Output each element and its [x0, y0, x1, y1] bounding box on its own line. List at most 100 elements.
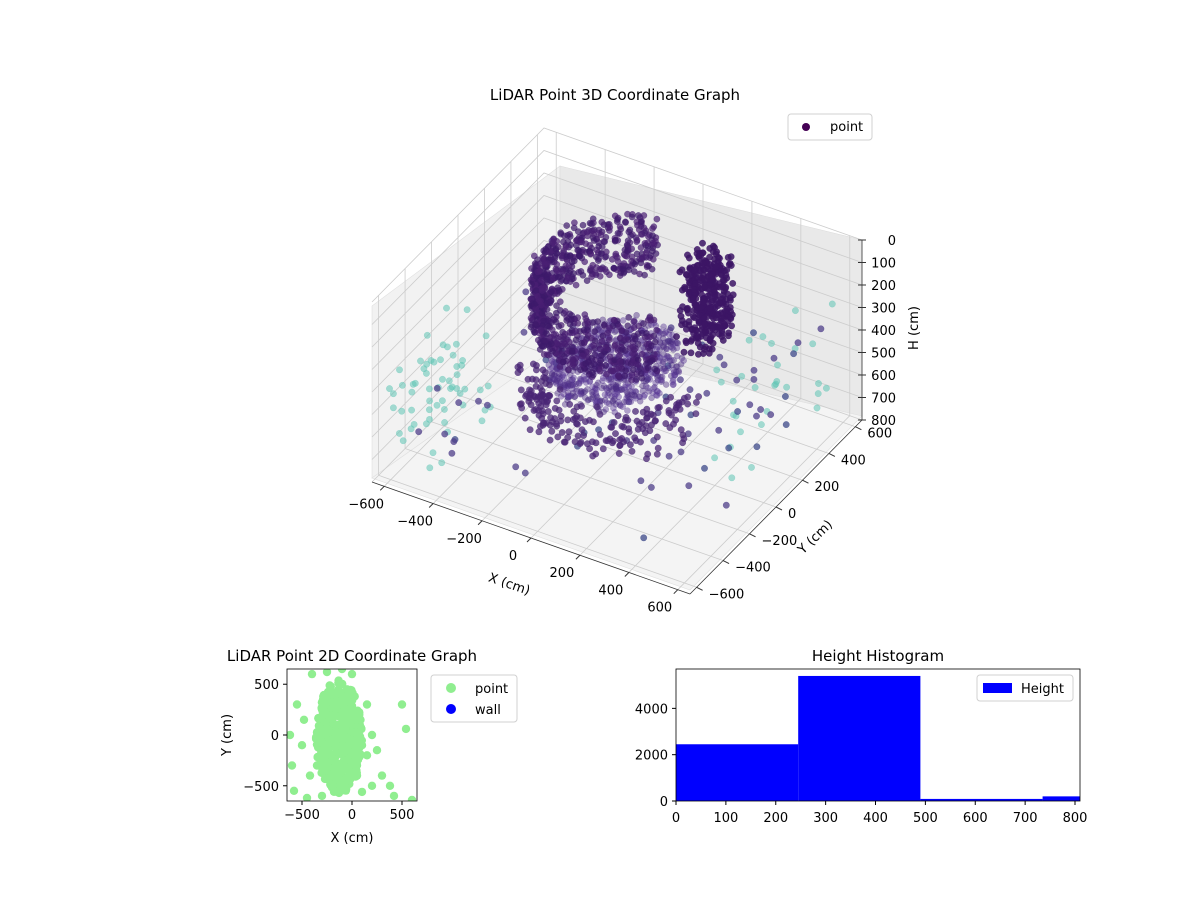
point-3d — [550, 376, 557, 383]
point-3d — [596, 397, 604, 404]
point-3d — [701, 283, 709, 291]
point-3d — [571, 438, 579, 446]
point-3d — [596, 398, 604, 405]
point-3d — [441, 430, 449, 438]
point-3d — [718, 314, 726, 322]
point-3d — [666, 337, 674, 345]
point-3d — [605, 389, 612, 397]
point-3d — [706, 327, 714, 335]
point-3d — [588, 389, 596, 396]
point-3d — [557, 229, 565, 237]
point-3d — [569, 381, 576, 389]
x-axis-label-2d: X (cm) — [331, 831, 374, 846]
point-3d — [610, 404, 617, 412]
point-3d — [598, 384, 606, 392]
point-3d — [681, 285, 689, 293]
point-3d — [660, 351, 667, 358]
point-2d — [322, 724, 331, 733]
x-tick-label-3d: 600 — [647, 601, 672, 616]
point-3d — [665, 354, 673, 361]
point-3d — [606, 324, 614, 332]
point-3d — [753, 443, 761, 451]
point-3d — [817, 325, 825, 333]
point-3d — [673, 339, 681, 347]
point-3d — [448, 383, 456, 391]
point-3d — [662, 345, 670, 352]
legend-2d: point wall — [430, 674, 518, 723]
ticks-2d: −500 0 500 500 0 −500 — [243, 678, 414, 823]
point-3d — [783, 383, 791, 391]
point-2d — [315, 723, 325, 733]
point-3d — [571, 219, 578, 227]
point-3d — [557, 379, 564, 387]
point-3d — [571, 393, 578, 400]
point-3d — [593, 386, 600, 393]
point-3d — [633, 250, 641, 258]
point-3d — [746, 401, 754, 409]
point-3d — [396, 366, 403, 374]
point-3d — [528, 280, 535, 288]
point-3d — [425, 406, 433, 414]
point-3d — [685, 482, 693, 490]
z-axis-label-3d: H (cm) — [907, 306, 922, 350]
point-3d — [570, 374, 577, 382]
point-3d — [683, 305, 691, 313]
point-3d — [645, 262, 652, 270]
point-3d — [632, 387, 639, 395]
point-3d — [630, 318, 638, 325]
point-3d — [671, 372, 678, 379]
point-3d — [637, 438, 644, 446]
point-3d — [661, 355, 669, 363]
point-2d — [332, 720, 342, 729]
point-3d — [635, 322, 643, 330]
x-tick-label-3d: −600 — [348, 497, 384, 512]
point-3d — [408, 388, 416, 396]
point-2d — [317, 746, 326, 756]
point-3d — [673, 368, 680, 376]
grid-line — [371, 172, 863, 348]
point-3d — [626, 344, 634, 352]
point-2d — [352, 771, 362, 780]
grid-line — [371, 195, 863, 370]
point-3d — [673, 363, 681, 370]
point-3d — [629, 366, 637, 374]
point-3d — [604, 392, 611, 399]
point-2d — [332, 741, 341, 750]
point-3d — [701, 345, 708, 353]
point-3d — [634, 340, 642, 348]
point-3d — [621, 416, 629, 424]
x-tick-label-hist: 400 — [863, 811, 888, 826]
point-3d — [568, 382, 576, 389]
point-3d — [593, 381, 600, 389]
point-3d — [483, 401, 491, 409]
point-3d — [577, 366, 584, 374]
z-tick-label-3d: 0 — [888, 234, 896, 249]
point-3d — [661, 367, 668, 375]
point-3d — [809, 340, 817, 348]
point-3d — [570, 257, 578, 265]
point-3d — [548, 364, 556, 371]
point-3d — [551, 372, 558, 379]
point-3d — [636, 398, 644, 405]
point-3d — [667, 343, 675, 351]
point-3d — [699, 239, 706, 247]
point-2d — [322, 669, 332, 677]
point-3d — [627, 398, 635, 405]
point-3d — [711, 454, 719, 462]
point-3d — [638, 350, 646, 358]
point-3d — [621, 386, 628, 393]
point-3d — [568, 376, 576, 384]
point-3d — [770, 354, 778, 362]
point-3d — [545, 299, 553, 306]
point-3d — [650, 223, 658, 231]
chart-title-3d: LiDAR Point 3D Coordinate Graph — [490, 86, 740, 104]
point-3d — [682, 339, 690, 347]
point-3d — [603, 370, 610, 378]
point-3d — [670, 366, 677, 374]
point-3d — [563, 222, 571, 229]
point-3d — [567, 376, 574, 384]
point-3d — [604, 387, 611, 394]
point-3d — [556, 373, 564, 380]
point-2d — [334, 676, 343, 685]
z-tick-label-3d: 400 — [871, 324, 896, 339]
